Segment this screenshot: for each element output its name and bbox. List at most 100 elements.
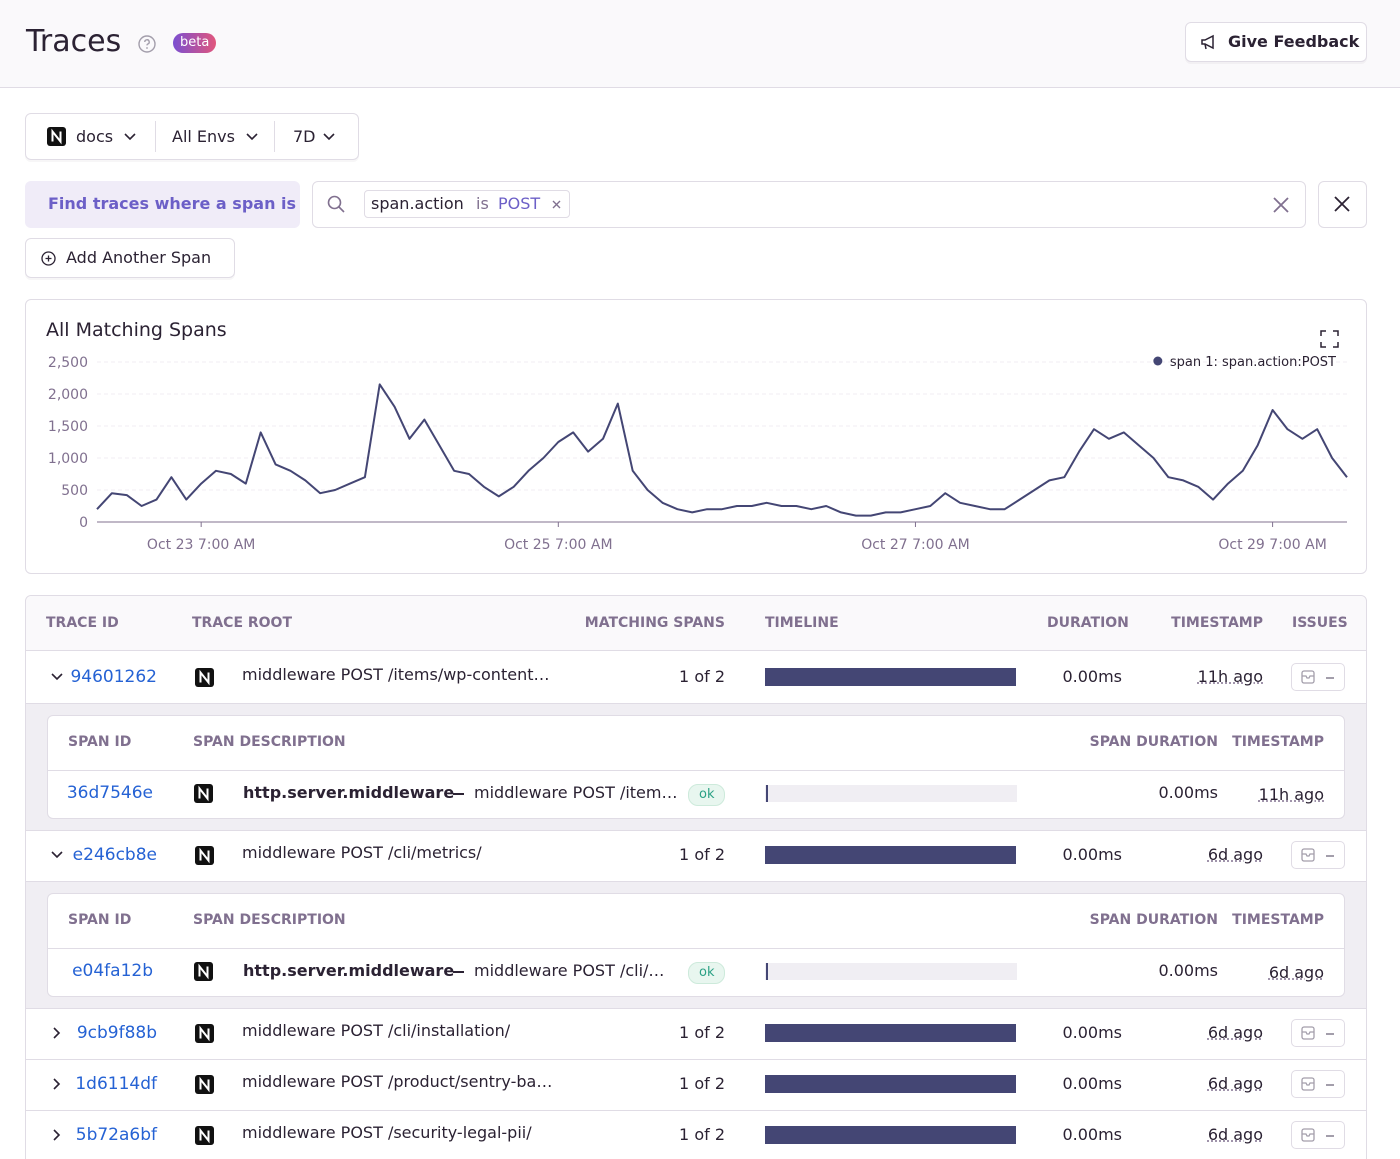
divider <box>155 121 156 152</box>
search-icon <box>327 195 345 213</box>
help-icon <box>138 35 156 53</box>
trace-id[interactable]: 94601262 <box>70 667 157 687</box>
platform-icon <box>195 1126 214 1145</box>
chevron <box>53 1078 61 1090</box>
token-key: span.action <box>371 194 464 214</box>
y-tick-label: 1,000 <box>48 451 88 467</box>
platform-icon <box>195 846 214 865</box>
feedback-label[interactable]: Give Feedback <box>1228 32 1359 52</box>
issue-icon <box>1301 670 1315 684</box>
chart-title: All Matching Spans <box>46 319 227 341</box>
span-timeline <box>765 785 1017 802</box>
span-timestamp: 11h ago <box>1259 785 1324 805</box>
beta-badge: beta <box>173 33 216 53</box>
issues-button[interactable] <box>1291 1019 1345 1047</box>
span-id[interactable]: 36d7546e <box>67 783 153 803</box>
chevron <box>53 1129 61 1141</box>
chart: All Matching Spans05001,0001,5002,0002,5… <box>25 299 1367 574</box>
trace-id[interactable]: e246cb8e <box>73 845 157 865</box>
span-id[interactable]: e04fa12b <box>72 961 153 981</box>
trace-root: middleware POST /security-legal-pii/ <box>242 1123 532 1143</box>
span-timeline-mark <box>766 963 768 980</box>
x-tick-label: Oct 29 7:00 AM <box>1218 537 1326 553</box>
dash-icon <box>1326 677 1334 679</box>
issue-icon <box>1301 1077 1315 1091</box>
dash-icon <box>1326 1033 1334 1035</box>
legend-label: span 1: span.action:POST <box>1170 355 1336 370</box>
issues-button[interactable] <box>1291 1121 1345 1149</box>
span-column-header: SPAN ID <box>68 910 131 930</box>
span-head-border <box>48 770 1344 771</box>
page-title: Traces <box>26 24 121 60</box>
row-border <box>26 1008 1366 1009</box>
chevron <box>51 673 63 681</box>
issue-icon <box>1301 1128 1315 1142</box>
timeline-bar <box>765 846 1016 864</box>
chevron <box>124 133 136 141</box>
divider <box>274 121 275 152</box>
span-duration: 0.00ms <box>1158 961 1218 981</box>
duration: 0.00ms <box>1062 667 1122 687</box>
issues-button[interactable] <box>1291 1070 1345 1098</box>
status-badge: ok <box>688 784 725 806</box>
platform-icon <box>47 127 66 146</box>
duration: 0.00ms <box>1062 1074 1122 1094</box>
expand-icon <box>1321 331 1338 347</box>
span-timeline <box>765 963 1017 980</box>
project-filter[interactable]: docs <box>76 127 113 147</box>
y-tick-label: 0 <box>79 515 88 531</box>
timeline-bar <box>765 668 1016 686</box>
row-border <box>26 1110 1366 1111</box>
span-op: http.server.middleware <box>243 961 454 981</box>
dash-icon <box>1326 1084 1334 1086</box>
plus-icon <box>41 251 56 266</box>
column-header: TIMELINE <box>765 613 839 633</box>
search-label: Find traces where a span is <box>48 194 296 214</box>
span-column-header: TIMESTAMP <box>1232 910 1324 930</box>
matching-spans: 1 of 2 <box>679 1074 725 1094</box>
dash-icon <box>1326 1135 1334 1137</box>
row-border <box>26 830 1366 831</box>
span-column-header: SPAN DURATION <box>1090 910 1218 930</box>
matching-spans: 1 of 2 <box>679 1023 725 1043</box>
separator <box>453 971 464 973</box>
add-span-label[interactable]: Add Another Span <box>66 248 211 268</box>
span-column-header: SPAN DESCRIPTION <box>193 732 346 752</box>
token-remove <box>552 200 561 209</box>
issue-icon <box>1301 848 1315 862</box>
column-header: TRACE ID <box>46 613 119 633</box>
timestamp: 6d ago <box>1208 1023 1263 1043</box>
chevron <box>53 1027 61 1039</box>
separator <box>453 793 464 795</box>
chevron <box>51 851 63 859</box>
timeline-bar <box>765 1126 1016 1144</box>
trace-id[interactable]: 5b72a6bf <box>76 1125 157 1145</box>
duration: 0.00ms <box>1062 1125 1122 1145</box>
row-border <box>26 1059 1366 1060</box>
chevron <box>246 133 258 141</box>
period-filter[interactable]: 7D <box>293 127 316 147</box>
span-timeline-mark <box>766 785 768 802</box>
timeline-bar <box>765 1075 1016 1093</box>
duration: 0.00ms <box>1062 1023 1122 1043</box>
issue-icon <box>1301 1026 1315 1040</box>
trace-root: middleware POST /product/sentry-basics/ <box>242 1072 554 1092</box>
x-tick-label: Oct 25 7:00 AM <box>504 537 612 553</box>
token-value: POST <box>498 194 540 214</box>
trace-id[interactable]: 9cb9f88b <box>77 1023 157 1043</box>
env-filter[interactable]: All Envs <box>172 127 235 147</box>
token-op: is <box>476 194 489 214</box>
column-header: TIMESTAMP <box>1171 613 1263 633</box>
dash-icon <box>1326 855 1334 857</box>
timestamp: 6d ago <box>1208 1125 1263 1145</box>
close-icon <box>1334 196 1350 212</box>
span-column-header: SPAN DURATION <box>1090 732 1218 752</box>
trace-id[interactable]: 1d6114df <box>75 1074 157 1094</box>
issues-button[interactable] <box>1291 663 1345 691</box>
platform-icon <box>195 1024 214 1043</box>
timeline-bar <box>765 1024 1016 1042</box>
issues-button[interactable] <box>1291 841 1345 869</box>
y-tick-label: 1,500 <box>48 419 88 435</box>
